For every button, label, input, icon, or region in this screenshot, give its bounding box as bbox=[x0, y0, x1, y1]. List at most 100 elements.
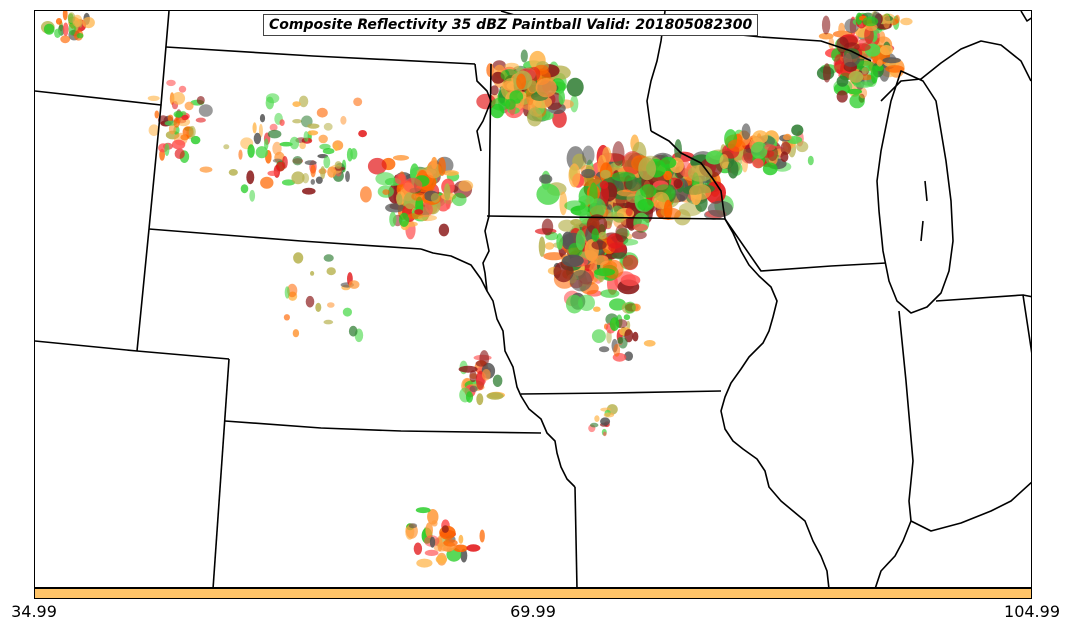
reflectivity-blob bbox=[385, 203, 405, 213]
reflectivity-blob bbox=[168, 123, 177, 135]
reflectivity-blob bbox=[429, 536, 436, 548]
reflectivity-blob bbox=[782, 134, 792, 141]
reflectivity-blob bbox=[396, 193, 403, 206]
reflectivity-blob bbox=[821, 15, 831, 35]
reflectivity-blob bbox=[762, 162, 778, 176]
reflectivity-blob bbox=[333, 143, 339, 151]
reflectivity-blob bbox=[292, 119, 302, 124]
reflectivity-blob bbox=[438, 157, 446, 176]
reflectivity-blob bbox=[62, 22, 69, 37]
reflectivity-blob bbox=[360, 186, 372, 203]
reflectivity-blob bbox=[539, 174, 553, 184]
reflectivity-blob bbox=[818, 32, 834, 40]
reflectivity-blob bbox=[435, 555, 448, 564]
reflectivity-blob bbox=[199, 166, 213, 173]
reflectivity-blob bbox=[148, 124, 160, 136]
reflectivity-blob bbox=[392, 155, 410, 161]
reflectivity-blob bbox=[342, 307, 352, 317]
reflectivity-blob bbox=[348, 325, 358, 337]
reflectivity-blob bbox=[267, 170, 279, 176]
reflectivity-blob bbox=[147, 95, 160, 102]
reflectivity-blob bbox=[581, 168, 596, 179]
reflectivity-blob bbox=[315, 176, 323, 184]
reflectivity-blob bbox=[340, 115, 347, 125]
reflectivity-blob bbox=[171, 139, 186, 150]
reflectivity-blob bbox=[591, 240, 607, 250]
reflectivity-blob bbox=[836, 75, 849, 87]
reflectivity-blob bbox=[566, 77, 584, 97]
reflectivity-blob bbox=[283, 314, 290, 321]
reflectivity-blob bbox=[299, 142, 306, 150]
reflectivity-blob bbox=[443, 539, 458, 547]
reflectivity-blob bbox=[184, 101, 194, 111]
reflectivity-blob bbox=[569, 270, 593, 292]
reflectivity-blob bbox=[536, 183, 560, 205]
reflectivity-blob bbox=[613, 343, 621, 357]
reflectivity-blob bbox=[323, 122, 333, 131]
reflectivity-blob bbox=[173, 110, 184, 118]
reflectivity-blob bbox=[323, 155, 331, 169]
reflectivity-blob bbox=[559, 191, 568, 216]
map-title: Composite Reflectivity 35 dBZ Paintball … bbox=[263, 14, 759, 36]
reflectivity-blob bbox=[615, 224, 628, 243]
reflectivity-blob bbox=[310, 271, 315, 276]
reflectivity-blob bbox=[302, 187, 316, 195]
reflectivity-blob bbox=[900, 17, 913, 26]
reflectivity-blob bbox=[612, 141, 625, 166]
reflectivity-blob bbox=[600, 184, 609, 205]
reflectivity-blob bbox=[246, 170, 255, 185]
reflectivity-blob bbox=[643, 340, 656, 347]
reflectivity-blob bbox=[188, 125, 196, 138]
reflectivity-blob bbox=[255, 146, 268, 159]
reflectivity-blob bbox=[582, 145, 595, 165]
reflectivity-blob bbox=[403, 177, 423, 193]
reflectivity-blob bbox=[293, 252, 304, 264]
reflectivity-blob bbox=[836, 90, 848, 103]
reflectivity-blob bbox=[600, 417, 611, 426]
reflectivity-blob bbox=[600, 169, 611, 179]
reflectivity-blob bbox=[750, 141, 768, 160]
reflectivity-blob bbox=[427, 509, 439, 525]
reflectivity-blob bbox=[291, 171, 305, 185]
reflectivity-blob bbox=[640, 184, 657, 198]
reflectivity-blob bbox=[568, 163, 581, 188]
reflectivity-blob bbox=[353, 97, 363, 107]
reflectivity-blob bbox=[885, 65, 905, 73]
reflectivity-blob bbox=[632, 331, 639, 342]
reflectivity-blob bbox=[527, 107, 543, 127]
border-line bbox=[876, 70, 954, 314]
reflectivity-blob bbox=[289, 136, 300, 150]
reflectivity-blob bbox=[591, 228, 599, 242]
reflectivity-blob bbox=[307, 123, 320, 129]
reflectivity-blob bbox=[67, 12, 76, 24]
reflectivity-blob bbox=[556, 233, 563, 250]
reflectivity-blob bbox=[490, 85, 499, 96]
reflectivity-blob bbox=[600, 289, 620, 298]
reflectivity-blob bbox=[382, 189, 390, 196]
reflectivity-blob bbox=[196, 96, 205, 105]
border-line bbox=[1022, 294, 1031, 298]
border-line bbox=[486, 215, 726, 220]
reflectivity-blob bbox=[876, 59, 883, 67]
reflectivity-blob bbox=[780, 141, 792, 155]
reflectivity-blob bbox=[322, 148, 335, 155]
reflectivity-blob bbox=[544, 242, 555, 250]
reflectivity-blob bbox=[154, 110, 160, 119]
reflectivity-blob bbox=[638, 157, 656, 181]
reflectivity-blob bbox=[223, 144, 230, 150]
reflectivity-blob bbox=[55, 18, 63, 25]
reflectivity-blob bbox=[441, 525, 449, 533]
reflectivity-blob bbox=[164, 143, 170, 156]
reflectivity-paintball-layer bbox=[40, 11, 913, 568]
reflectivity-blob bbox=[465, 391, 474, 403]
border-line bbox=[935, 294, 1031, 354]
reflectivity-blob bbox=[334, 161, 342, 169]
reflectivity-blob bbox=[490, 97, 511, 111]
reflectivity-blob bbox=[727, 139, 746, 152]
reflectivity-blob bbox=[633, 223, 648, 231]
reflectivity-blob bbox=[411, 192, 426, 201]
border-line bbox=[880, 40, 1031, 102]
reflectivity-blob bbox=[303, 131, 309, 142]
reflectivity-blob bbox=[764, 144, 776, 151]
border-line bbox=[920, 180, 928, 242]
